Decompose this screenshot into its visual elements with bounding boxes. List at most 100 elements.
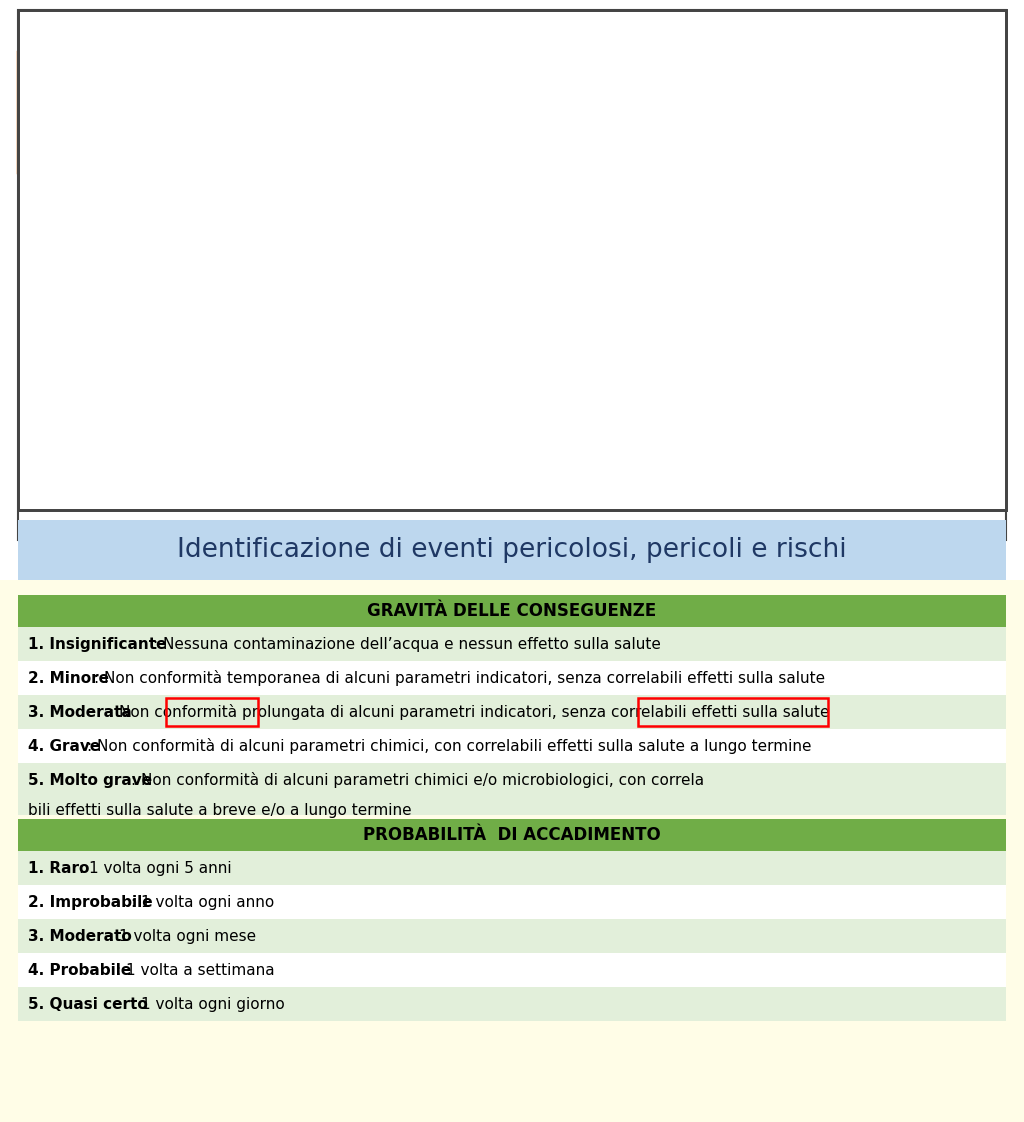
- Text: 6: 6: [497, 293, 510, 311]
- Text: : Non conformità di alcuni parametri chimici, con correlabili effetti sulla salu: : Non conformità di alcuni parametri chi…: [87, 738, 811, 754]
- Text: 25: 25: [922, 397, 947, 415]
- Bar: [18, 763, 1006, 815]
- Text: Quasi certo: Quasi certo: [110, 398, 198, 414]
- Text: 4. Probabile: 4. Probabile: [28, 963, 131, 977]
- Text: 10: 10: [922, 241, 947, 259]
- Bar: [18, 695, 1006, 729]
- Bar: [431, 328, 575, 380]
- Text: Minore: Minore: [480, 109, 527, 123]
- Text: 1: 1: [353, 188, 366, 206]
- Text: 4: 4: [784, 188, 797, 206]
- Bar: [288, 224, 431, 276]
- Bar: [288, 142, 431, 172]
- Bar: [431, 475, 575, 511]
- Bar: [288, 276, 431, 328]
- Bar: [0, 580, 1024, 1122]
- Bar: [288, 90, 431, 142]
- Bar: [18, 885, 1006, 919]
- Text: 3. Moderata: 3. Moderata: [28, 705, 132, 719]
- Text: : 1 volta ogni 5 anni: : 1 volta ogni 5 anni: [80, 861, 232, 875]
- Text: : 1 volta ogni mese: : 1 volta ogni mese: [109, 929, 256, 944]
- Bar: [431, 224, 575, 276]
- Text: 5: 5: [928, 188, 940, 206]
- Text: : 1 volta ogni anno: : 1 volta ogni anno: [131, 894, 274, 910]
- Text: 12: 12: [635, 344, 659, 364]
- Text: : Non conformità di alcuni parametri chimici e/o microbiologici, con correla: : Non conformità di alcuni parametri chi…: [131, 772, 705, 788]
- Bar: [575, 224, 719, 276]
- Bar: [18, 10, 1006, 511]
- Text: : Non conformità temporanea di alcuni parametri indicatori, senza correlabili ef: : Non conformità temporanea di alcuni pa…: [94, 670, 825, 686]
- Text: Improbabile: Improbabile: [108, 242, 200, 258]
- Bar: [18, 661, 1006, 695]
- Text: 1. Insignificante: 1. Insignificante: [28, 636, 167, 652]
- Text: Alto: Alto: [628, 484, 666, 502]
- Bar: [719, 475, 862, 511]
- Text: < 6: < 6: [344, 449, 376, 467]
- Text: 5: 5: [353, 397, 366, 415]
- Bar: [288, 380, 431, 432]
- Text: 4: 4: [497, 241, 510, 259]
- Bar: [76, 172, 231, 224]
- Text: 8: 8: [497, 344, 510, 364]
- Bar: [862, 142, 1006, 172]
- Text: 3. Moderato: 3. Moderato: [28, 929, 132, 944]
- Text: PROBABILITÀ  DI ACCADIMENTO: PROBABILITÀ DI ACCADIMENTO: [364, 826, 660, 844]
- Bar: [288, 172, 431, 224]
- Bar: [575, 328, 719, 380]
- Text: 5. Molto grave: 5. Molto grave: [28, 773, 153, 788]
- Text: GRAVITÀ DELLE CONSEGUENZE: GRAVITÀ DELLE CONSEGUENZE: [368, 603, 656, 620]
- Text: 10-15: 10-15: [621, 449, 674, 467]
- Text: : Non conformità prolungata di alcuni parametri indicatori, senza correlabili ef: : Non conformità prolungata di alcuni pa…: [109, 703, 829, 720]
- Text: Molto alto: Molto alto: [743, 484, 839, 502]
- Bar: [166, 698, 258, 726]
- Text: 12: 12: [778, 293, 803, 311]
- Bar: [431, 440, 575, 475]
- Text: 2: 2: [353, 241, 366, 259]
- Text: Moderato: Moderato: [117, 294, 189, 310]
- Bar: [231, 172, 288, 224]
- Bar: [76, 380, 231, 432]
- Bar: [719, 440, 862, 475]
- Text: 10: 10: [490, 397, 516, 415]
- Text: 9: 9: [641, 293, 653, 311]
- Bar: [18, 10, 1006, 511]
- Bar: [575, 172, 719, 224]
- Text: 15: 15: [635, 397, 659, 415]
- Text: > 15: > 15: [769, 449, 812, 467]
- Bar: [575, 276, 719, 328]
- Bar: [76, 224, 231, 276]
- Text: 3: 3: [353, 293, 366, 311]
- Bar: [719, 380, 862, 432]
- Bar: [18, 627, 1006, 661]
- Text: 3: 3: [642, 148, 652, 166]
- Text: R = P x G: R = P x G: [74, 98, 232, 127]
- Text: 1: 1: [254, 191, 265, 205]
- Text: MATRICE DI RISCHIO: MATRICE DI RISCHIO: [393, 21, 631, 42]
- Bar: [18, 440, 288, 475]
- Bar: [18, 850, 1006, 885]
- Text: 2: 2: [497, 188, 510, 206]
- Bar: [431, 380, 575, 432]
- Text: Identificazione di eventi pericolosi, pericoli e rischi: Identificazione di eventi pericolosi, pe…: [177, 537, 847, 563]
- Text: 4. Grave: 4. Grave: [28, 738, 100, 754]
- Bar: [18, 519, 1006, 580]
- Text: Gravità delle conseguenze: Gravità delle conseguenze: [537, 62, 758, 81]
- Bar: [862, 276, 1006, 328]
- Text: 3: 3: [641, 188, 653, 206]
- Text: 20: 20: [778, 397, 803, 415]
- Text: 4: 4: [785, 148, 796, 166]
- Text: 2: 2: [498, 148, 509, 166]
- Bar: [18, 953, 1006, 987]
- Bar: [719, 224, 862, 276]
- Text: Probabile: Probabile: [118, 347, 189, 361]
- Bar: [76, 328, 231, 380]
- Bar: [638, 698, 828, 726]
- Bar: [288, 475, 431, 511]
- Bar: [18, 172, 76, 432]
- Bar: [862, 380, 1006, 432]
- Text: 1: 1: [354, 148, 366, 166]
- Bar: [231, 380, 288, 432]
- Bar: [231, 328, 288, 380]
- Bar: [575, 142, 719, 172]
- Text: 6-9: 6-9: [488, 449, 518, 467]
